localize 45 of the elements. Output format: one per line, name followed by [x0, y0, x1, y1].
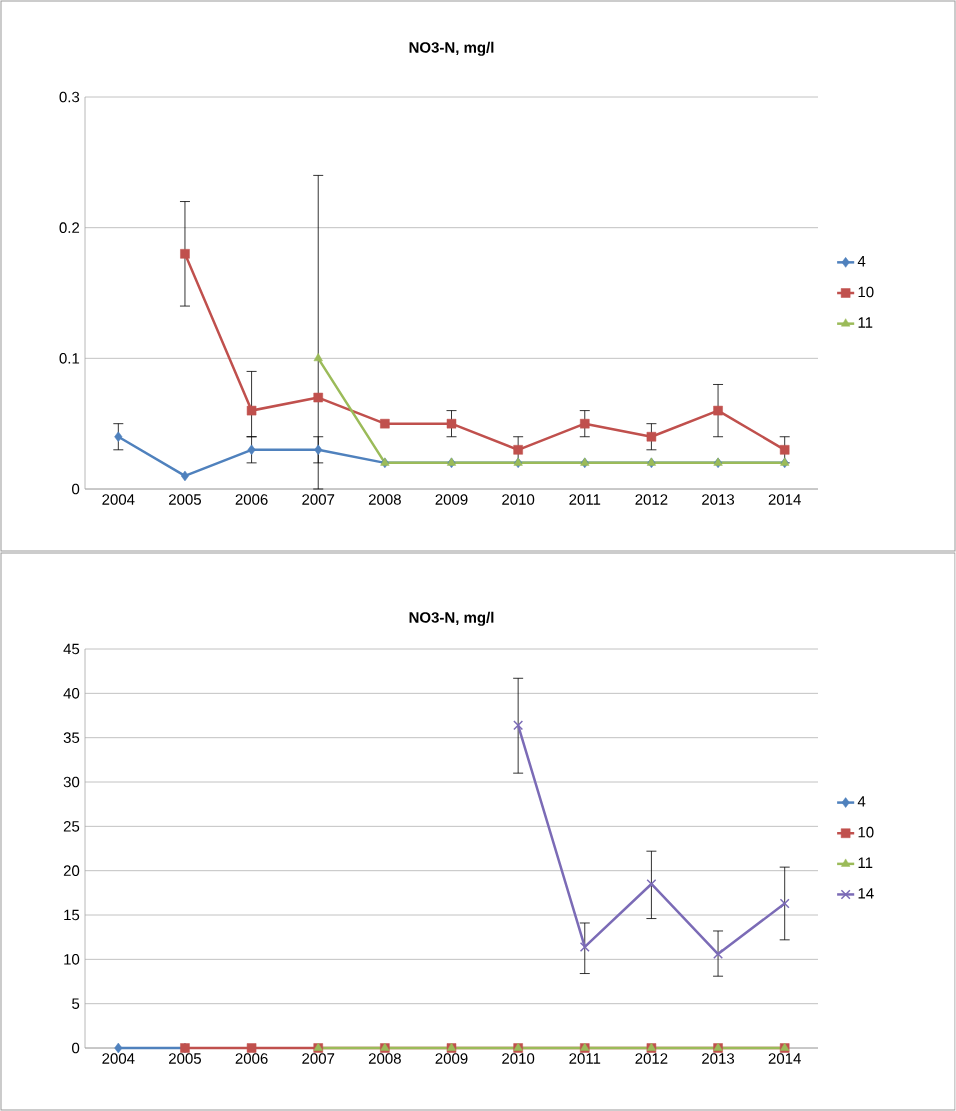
x-tick-label: 2007 [302, 1053, 335, 1064]
x-tick-label: 2014 [768, 494, 801, 505]
y-tick-label: 30 [63, 776, 80, 788]
x-tick-label: 2009 [435, 1053, 468, 1064]
x-tick-label: 2006 [235, 1053, 268, 1064]
chart-title: NO3-N, mg/l [409, 611, 494, 626]
y-tick-label: 0 [72, 1042, 80, 1054]
y-tick-label: 5 [72, 998, 80, 1009]
y-tick-label: 20 [63, 865, 80, 876]
y-tick-label: 0.1 [59, 353, 80, 364]
x-tick-label: 2012 [635, 1053, 668, 1064]
y-tick-label: 10 [64, 954, 80, 965]
legend-label: 10 [858, 286, 874, 298]
x-tick-label: 2014 [768, 1053, 801, 1064]
x-tick-label: 2005 [169, 494, 202, 505]
y-tick-label: 35 [63, 732, 80, 743]
legend-label: 11 [858, 317, 873, 328]
x-tick-label: 2008 [368, 1053, 401, 1064]
x-tick-label: 2013 [702, 494, 735, 505]
y-tick-label: 40 [63, 688, 80, 699]
x-tick-label: 2006 [235, 494, 268, 505]
x-tick-label: 2009 [435, 494, 468, 505]
x-tick-label: 2005 [169, 1053, 202, 1064]
legend-label: 10 [858, 826, 874, 838]
y-tick-label: 0 [72, 483, 80, 495]
y-tick-label: 0.3 [59, 91, 80, 103]
chart-title: NO3-N, mg/l [409, 41, 494, 56]
x-tick-label: 2004 [102, 494, 135, 505]
x-tick-label: 2008 [368, 494, 401, 505]
x-tick-label: 2007 [302, 494, 335, 505]
y-tick-label: 15 [64, 909, 80, 921]
legend-label: 14 [858, 888, 874, 899]
x-tick-label: 2010 [502, 1053, 535, 1064]
y-tick-label: 45 [63, 643, 80, 655]
y-tick-label: 25 [63, 821, 80, 832]
x-tick-label: 2012 [635, 494, 668, 505]
x-tick-label: 2013 [702, 1053, 735, 1064]
legend-label: 4 [857, 796, 866, 807]
x-tick-label: 2011 [569, 1053, 601, 1064]
y-tick-label: 0.2 [59, 222, 80, 233]
x-tick-label: 2010 [502, 494, 535, 505]
legend-label: 4 [857, 256, 866, 267]
x-tick-label: 2004 [102, 1053, 135, 1064]
x-tick-label: 2011 [569, 494, 601, 505]
legend-label: 11 [858, 857, 873, 868]
